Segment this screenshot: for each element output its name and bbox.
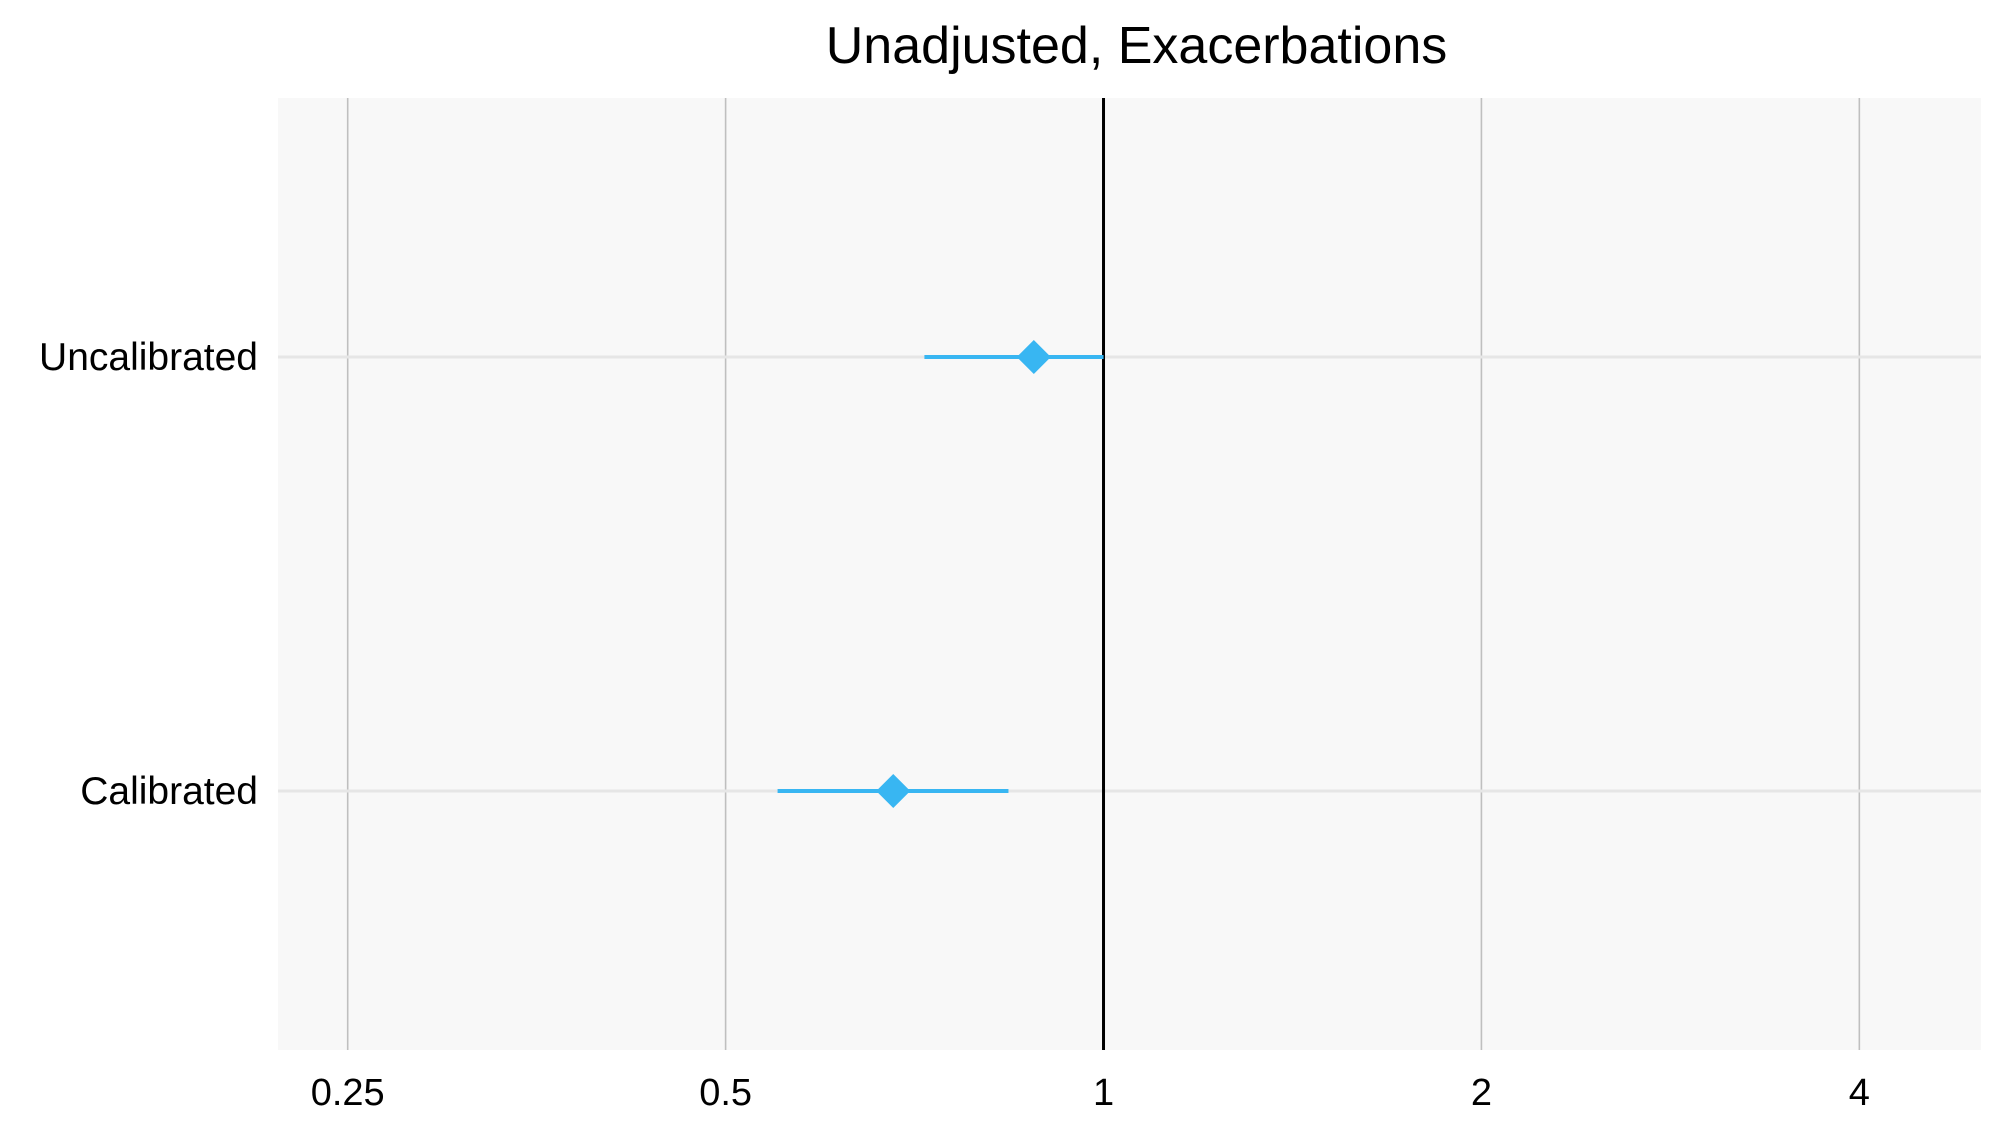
chart-title: Unadjusted, Exacerbations bbox=[825, 17, 1448, 75]
y-axis-tick-labels: Uncalibrated Calibrated bbox=[39, 336, 258, 813]
x-axis-tick-labels: 0.25 0.5 1 2 4 bbox=[311, 1072, 1870, 1114]
point-calibrated bbox=[876, 774, 911, 808]
x-tick-label: 0.5 bbox=[699, 1072, 752, 1114]
y-tick-label-calibrated: Calibrated bbox=[80, 770, 258, 813]
vertical-gridlines bbox=[346, 98, 1861, 1050]
point-estimates bbox=[876, 340, 1051, 808]
y-tick-label-uncalibrated: Uncalibrated bbox=[39, 336, 258, 379]
x-tick-label: 1 bbox=[1093, 1072, 1114, 1114]
x-tick-label: 4 bbox=[1849, 1072, 1870, 1114]
horizontal-gridlines bbox=[278, 355, 1981, 793]
x-tick-label: 0.25 bbox=[311, 1072, 385, 1114]
x-tick-label: 2 bbox=[1471, 1072, 1492, 1114]
point-uncalibrated bbox=[1016, 340, 1051, 374]
plot-panel bbox=[278, 98, 1981, 1050]
